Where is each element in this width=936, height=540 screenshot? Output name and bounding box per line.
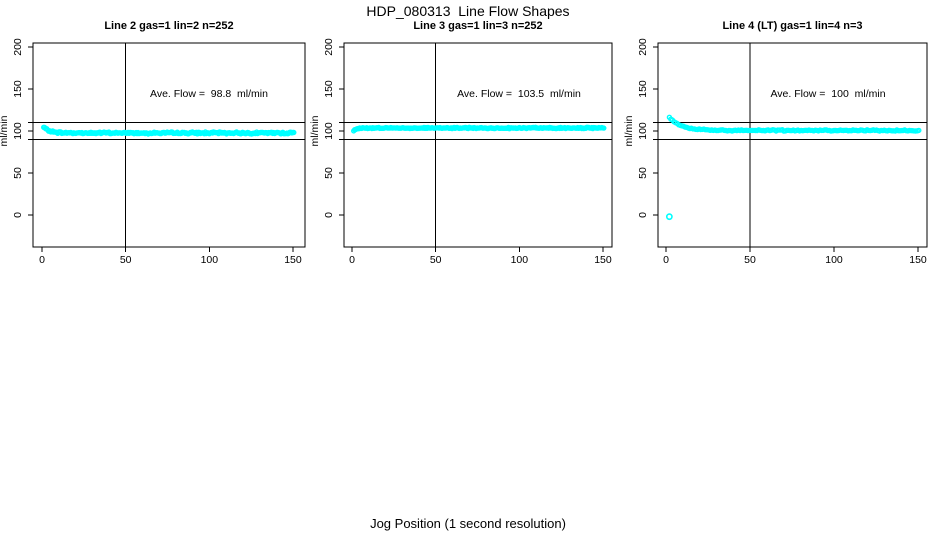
y-tick-label: 50 [12,167,24,179]
y-tick-label: 150 [323,80,335,98]
y-tick-label: 200 [637,38,649,56]
x-tick-label: 150 [284,254,302,266]
outlier-point [665,213,673,221]
series-line2-flow [41,124,297,137]
y-tick-label: 150 [637,80,649,98]
axes-and-points-canvas: 0 50 100 150 0 50 100 150 200 ml/min 0 50 100 150 0 50 1… [0,38,928,266]
x-tick-label: 0 [39,254,45,266]
y-tick-label: 0 [12,212,24,218]
panel3-title: Line 4 (LT) gas=1 lin=4 n=3 [722,20,863,32]
y-axis-label: ml/min [0,115,10,146]
x-tick-label: 50 [744,254,756,266]
x-tick-label: 100 [511,254,529,266]
y-tick-label: 100 [323,122,335,140]
panel-1: 0 50 100 150 0 50 100 150 200 ml/min [0,38,306,266]
x-tick-label: 0 [663,254,669,266]
series-line4-flow [666,114,922,134]
panel-box [343,42,613,248]
x-tick-label: 100 [825,254,843,266]
x-tick-label: 50 [430,254,442,266]
panel-box [657,42,928,248]
panel1-ave-flow-annotation: Ave. Flow = 98.8 ml/min [150,88,268,100]
data-point [601,125,607,131]
x-tick-label: 100 [201,254,219,266]
x-tick-label: 150 [909,254,927,266]
y-tick-label: 200 [12,38,24,56]
x-tick-label: 0 [349,254,355,266]
x-tick-label: 50 [120,254,132,266]
panel-box [32,42,306,248]
panel2-ave-flow-annotation: Ave. Flow = 103.5 ml/min [457,88,581,100]
data-point [291,129,297,136]
y-tick-label: 0 [323,212,335,218]
y-tick-label: 200 [323,38,335,56]
x-axis-label: Jog Position (1 second resolution) [370,516,566,531]
y-axis-label: ml/min [623,115,635,146]
panel1-title: Line 2 gas=1 lin=2 n=252 [104,20,234,32]
panel-2: 0 50 100 150 0 50 100 150 200 ml/min [309,38,613,266]
figure-title: HDP_080313 Line Flow Shapes [366,3,570,19]
y-axis-label: ml/min [309,115,321,146]
data-point [916,127,922,134]
series-line3-flow [351,124,607,134]
y-tick-label: 150 [12,80,24,98]
y-tick-label: 0 [637,212,649,218]
y-tick-label: 50 [323,167,335,179]
panel-3: 0 50 100 150 0 50 100 150 200 ml/min [623,38,928,266]
panel3-ave-flow-annotation: Ave. Flow = 100 ml/min [770,88,886,100]
y-tick-label: 100 [12,122,24,140]
x-tick-label: 150 [594,254,612,266]
panel2-title: Line 3 gas=1 lin=3 n=252 [413,20,543,32]
y-tick-label: 100 [637,122,649,140]
y-tick-label: 50 [637,167,649,179]
